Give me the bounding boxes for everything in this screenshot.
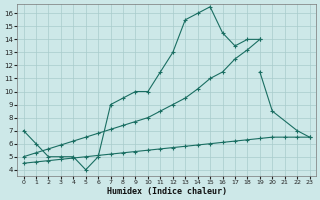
X-axis label: Humidex (Indice chaleur): Humidex (Indice chaleur) <box>107 187 227 196</box>
